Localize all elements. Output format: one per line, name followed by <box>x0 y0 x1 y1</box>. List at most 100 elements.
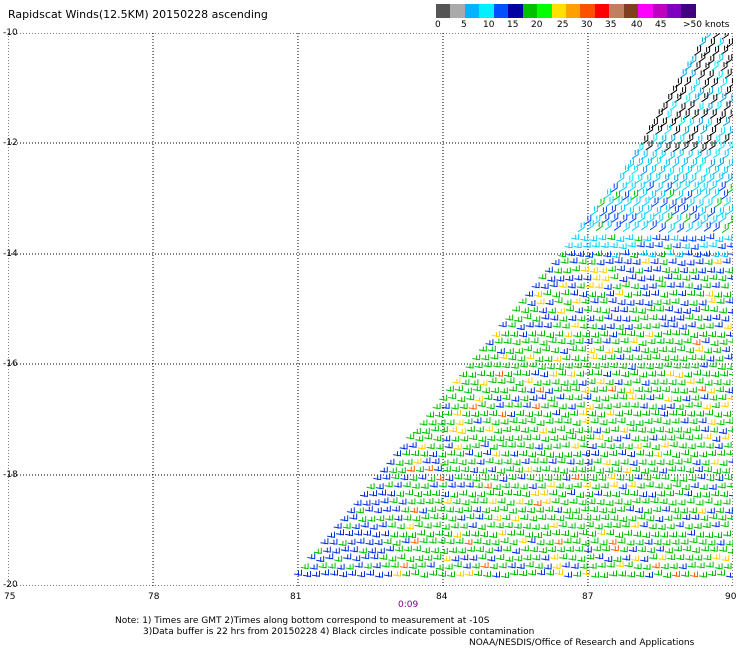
wind-barb <box>709 513 718 520</box>
wind-barb <box>676 222 684 233</box>
wind-barb <box>607 265 616 272</box>
wind-barb <box>484 393 493 400</box>
wind-barb <box>663 243 672 250</box>
wind-barb <box>572 419 581 426</box>
wind-barb <box>532 554 541 561</box>
wind-barb <box>723 530 731 537</box>
wind-barb <box>726 449 733 456</box>
wind-barb <box>699 361 708 368</box>
wind-barb <box>536 298 545 305</box>
wind-barb <box>626 539 635 546</box>
wind-barb <box>376 515 385 522</box>
wind-barb <box>700 124 708 135</box>
wind-barb <box>524 499 533 506</box>
wind-barb <box>442 555 451 562</box>
wind-barb <box>588 530 596 537</box>
wind-barb <box>657 251 665 258</box>
wind-barb <box>644 204 652 215</box>
wind-barb <box>649 434 658 441</box>
wind-barb <box>670 387 679 394</box>
wind-barb <box>517 386 526 393</box>
wind-barb <box>520 426 529 433</box>
wind-barb <box>587 378 596 385</box>
wind-barb <box>614 378 623 385</box>
wind-barb <box>646 124 654 135</box>
wind-barb <box>689 299 698 306</box>
wind-barb <box>426 411 434 418</box>
wind-barb <box>648 282 657 289</box>
wind-barb <box>514 316 523 323</box>
wind-barb <box>721 165 729 176</box>
wind-barb <box>703 166 711 178</box>
wind-barb <box>431 457 440 464</box>
wind-barb <box>643 354 652 361</box>
wind-barb <box>612 252 620 259</box>
wind-barb <box>523 466 532 473</box>
wind-barb <box>501 572 509 579</box>
wind-barb <box>486 489 494 496</box>
wind-barb <box>719 92 727 103</box>
wind-barb <box>658 467 667 474</box>
wind-barb <box>606 323 615 330</box>
wind-barb <box>465 481 474 488</box>
wind-barb <box>670 84 678 95</box>
wind-barb <box>594 282 603 289</box>
wind-barb <box>723 410 731 417</box>
wind-barb <box>580 235 589 242</box>
wind-barb <box>675 281 684 288</box>
wind-barb <box>515 498 524 505</box>
y-axis-label: -14 <box>3 249 18 259</box>
wind-barb <box>703 347 712 354</box>
wind-barb <box>438 481 447 488</box>
wind-barb <box>366 569 374 576</box>
wind-barb <box>573 450 581 457</box>
wind-barb <box>599 206 607 217</box>
wind-barb <box>462 443 471 450</box>
note-line-3: NOAA/NESDIS/Office of Research and Appli… <box>469 638 695 648</box>
wind-barb <box>685 222 693 233</box>
wind-barb <box>709 305 718 312</box>
wind-barb <box>688 386 697 393</box>
wind-barb <box>484 547 493 554</box>
wind-barb <box>378 521 387 528</box>
wind-barb <box>519 483 528 490</box>
wind-barb <box>693 522 702 529</box>
wind-barb <box>459 371 467 378</box>
wind-barb <box>633 530 641 537</box>
wind-barb <box>595 220 603 232</box>
wind-barb <box>570 409 578 416</box>
wind-barb <box>423 522 432 529</box>
wind-barb <box>680 204 688 215</box>
wind-barb <box>576 370 584 377</box>
colorbar-swatch <box>565 4 581 18</box>
wind-barb <box>697 354 706 361</box>
wind-barb <box>620 337 629 344</box>
wind-barb <box>491 419 500 426</box>
wind-barb <box>639 371 647 378</box>
wind-barb <box>619 516 628 523</box>
wind-barb <box>722 257 731 264</box>
wind-barb <box>568 345 577 352</box>
wind-barb <box>652 473 661 480</box>
wind-barb <box>553 385 562 392</box>
wind-barb <box>630 521 639 528</box>
wind-barb <box>475 546 484 553</box>
wind-barb <box>580 386 589 393</box>
wind-barb <box>313 547 322 554</box>
wind-barb <box>685 164 693 175</box>
wind-barb <box>694 149 702 160</box>
wind-barb <box>441 402 450 409</box>
wind-barb <box>477 491 485 498</box>
wind-barb <box>649 553 658 560</box>
wind-barb <box>608 538 617 545</box>
wind-barb <box>507 441 516 448</box>
colorbar-label: 30 <box>581 20 593 30</box>
wind-barb <box>694 188 702 199</box>
wind-barb <box>505 314 514 321</box>
wind-barb <box>719 459 728 466</box>
wind-barb <box>622 554 631 561</box>
wind-barb <box>660 321 669 328</box>
wind-barb <box>505 348 514 355</box>
colorbar-swatch <box>522 4 538 18</box>
wind-barb <box>612 283 621 290</box>
